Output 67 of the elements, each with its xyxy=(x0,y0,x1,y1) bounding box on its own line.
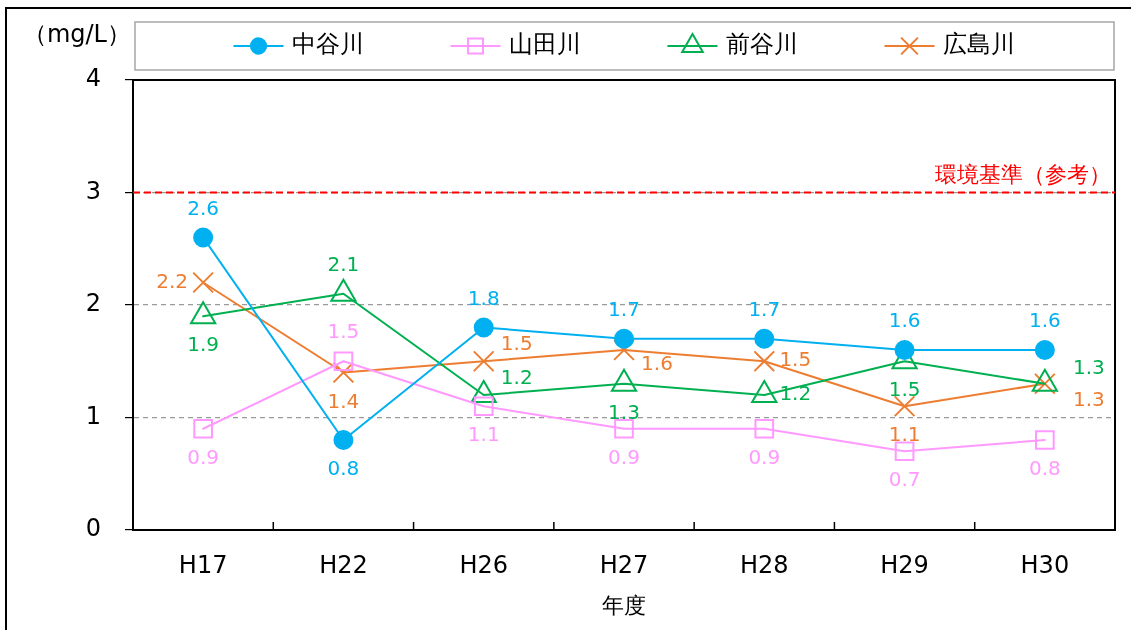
point xyxy=(472,350,495,373)
point xyxy=(332,361,355,384)
point xyxy=(333,430,354,450)
y-tick-label: 0 xyxy=(85,514,101,543)
x-tick-label: H30 xyxy=(1020,550,1070,579)
point xyxy=(333,351,354,372)
x-tick-label: H29 xyxy=(880,550,929,579)
data-label: 1.6 xyxy=(1028,308,1061,333)
y-tick-label: 4 xyxy=(85,64,101,93)
point xyxy=(614,418,634,439)
data-label: 0.9 xyxy=(608,444,640,469)
point xyxy=(1034,340,1055,360)
data-label: 0.9 xyxy=(187,444,220,469)
point xyxy=(753,350,776,373)
point xyxy=(473,396,494,417)
data-label: 1.5 xyxy=(779,347,812,372)
data-label: 1.3 xyxy=(1072,354,1105,379)
legend-label: 中谷川 xyxy=(291,30,364,59)
point xyxy=(614,328,634,349)
data-label: 1.6 xyxy=(641,351,673,376)
y-axis-title: （mg/L） xyxy=(22,20,131,49)
x-tick-label: H17 xyxy=(178,550,228,579)
point xyxy=(893,395,916,418)
point xyxy=(192,271,215,294)
data-label: 1.4 xyxy=(327,388,360,413)
data-label: 1.5 xyxy=(888,377,921,402)
point xyxy=(754,328,775,349)
data-label: 1.2 xyxy=(500,365,533,390)
y-tick-label: 1 xyxy=(85,401,101,430)
x-tick-label: H26 xyxy=(459,550,509,579)
data-label: 1.1 xyxy=(888,422,921,447)
x-tick-label: H28 xyxy=(739,550,789,579)
point xyxy=(894,441,915,462)
y-tick-label: 2 xyxy=(85,289,101,318)
data-label: 1.1 xyxy=(467,422,500,447)
data-label: 1.2 xyxy=(779,381,812,406)
x-axis-title: 年度 xyxy=(602,592,646,618)
ref-line-label: 環境基準（参考） xyxy=(935,162,1111,188)
legend-label: 広島川 xyxy=(942,30,1015,59)
data-label: 1.3 xyxy=(608,399,640,424)
data-label: 1.9 xyxy=(187,332,220,357)
point xyxy=(193,227,214,248)
data-label: 1.7 xyxy=(748,296,781,321)
data-label: 2.2 xyxy=(156,268,189,293)
data-label: 1.5 xyxy=(500,331,533,356)
data-label: 1.7 xyxy=(608,296,640,321)
x-tick-label: H27 xyxy=(599,550,649,579)
data-label: 2.6 xyxy=(187,195,220,220)
data-label: 1.5 xyxy=(327,319,360,344)
data-label: 1.3 xyxy=(1072,386,1105,411)
data-label: 0.9 xyxy=(748,444,781,469)
legend-label: 山田川 xyxy=(508,30,581,59)
data-label: 0.7 xyxy=(888,467,921,492)
point xyxy=(193,418,213,439)
data-label: 2.1 xyxy=(327,251,360,276)
point xyxy=(754,418,775,439)
data-label: 1.8 xyxy=(467,285,500,310)
x-tick-label: H22 xyxy=(319,550,368,579)
point xyxy=(894,340,915,360)
data-label: 1.6 xyxy=(888,308,921,333)
y-tick-label: 3 xyxy=(85,176,101,205)
data-label: 0.8 xyxy=(327,456,360,481)
data-label: 0.8 xyxy=(1028,456,1061,481)
point xyxy=(613,339,635,361)
legend-label: 前谷川 xyxy=(725,30,798,59)
point xyxy=(473,317,494,338)
point xyxy=(1035,430,1055,450)
